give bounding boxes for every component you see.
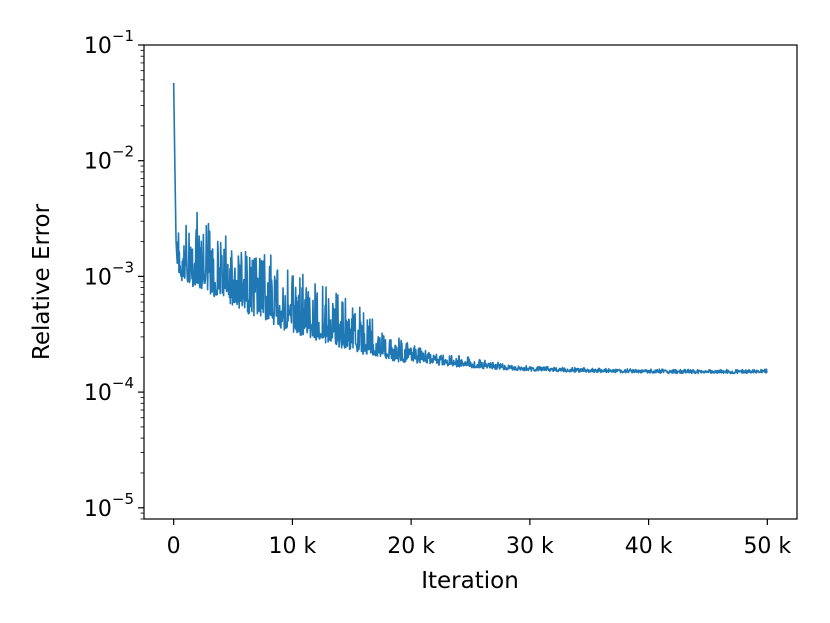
y-tick-exponent: −1 bbox=[112, 27, 134, 45]
x-tick-label: 40 k bbox=[625, 534, 673, 559]
y-axis: 10−110−210−310−410−5 bbox=[84, 27, 144, 522]
x-tick-label: 10 k bbox=[269, 534, 317, 559]
y-tick-exponent: −5 bbox=[112, 490, 134, 508]
x-axis: 0 10 k 20 k 30 k 40 k 50 k bbox=[167, 519, 791, 559]
y-tick-label: 10−5 bbox=[84, 490, 134, 522]
y-tick-mantissa: 10 bbox=[84, 497, 112, 522]
y-tick-exponent: −3 bbox=[112, 258, 134, 276]
series-line bbox=[172, 82, 768, 375]
y-tick-mantissa: 10 bbox=[84, 381, 112, 406]
y-tick-exponent: −4 bbox=[112, 374, 134, 392]
y-tick-label: 10−4 bbox=[84, 374, 134, 406]
x-axis-label: Iteration bbox=[421, 568, 519, 594]
y-tick-label: 10−2 bbox=[84, 143, 134, 175]
y-tick-mantissa: 10 bbox=[84, 34, 112, 59]
plot-area bbox=[143, 44, 798, 520]
series-layer bbox=[172, 82, 768, 375]
x-tick-label: 50 k bbox=[743, 534, 791, 559]
x-tick-label: 30 k bbox=[506, 534, 554, 559]
y-axis-label: Relative Error bbox=[29, 203, 55, 360]
y-tick-label: 10−1 bbox=[84, 27, 134, 59]
y-tick-mantissa: 10 bbox=[84, 265, 112, 290]
x-tick-label: 0 bbox=[167, 534, 181, 559]
y-tick-mantissa: 10 bbox=[84, 150, 112, 175]
y-tick-exponent: −2 bbox=[112, 143, 134, 161]
x-tick-label: 20 k bbox=[387, 534, 435, 559]
y-tick-label: 10−3 bbox=[84, 258, 134, 290]
